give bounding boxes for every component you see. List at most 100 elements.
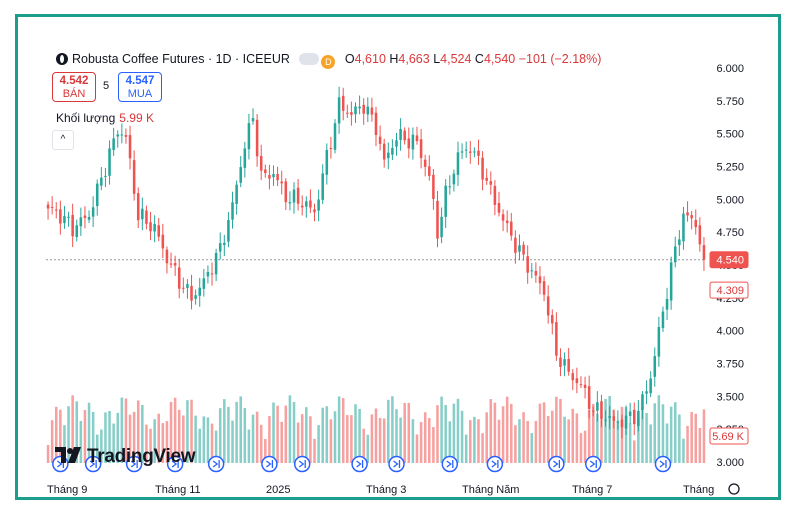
volume-bar — [173, 397, 177, 463]
candle-body — [321, 173, 324, 200]
delayed-data-badge[interactable]: D — [321, 55, 336, 69]
volume-bar — [649, 424, 652, 463]
volume-bar — [280, 421, 283, 463]
candle-body — [59, 209, 62, 224]
candle-body — [415, 135, 419, 142]
volume-bar — [678, 414, 681, 463]
marker-price-tag-label: 4.309 — [716, 285, 744, 297]
volume-bar — [391, 396, 394, 463]
candle-body — [182, 287, 185, 289]
event-arrow-icon — [491, 460, 499, 468]
candle-body — [370, 107, 374, 115]
candle-body — [272, 174, 275, 178]
volume-bar — [305, 407, 308, 463]
candle-body — [169, 263, 173, 265]
volume-bar — [485, 412, 488, 463]
x-tick-label: Tháng Năm — [462, 484, 519, 496]
volume-bar — [116, 412, 120, 463]
candle-body — [555, 322, 558, 356]
volume-bar — [247, 429, 251, 463]
volume-bar — [243, 407, 247, 463]
volume-bar — [198, 428, 201, 463]
volume-bar — [112, 423, 115, 463]
y-tick-label: 5.000 — [716, 194, 744, 206]
candle-body — [456, 152, 460, 175]
volume-bar — [329, 419, 333, 463]
candle-body — [464, 149, 468, 151]
candles — [46, 86, 706, 439]
candle-body — [518, 245, 521, 252]
volume-bar — [288, 395, 292, 463]
candle-body — [563, 359, 566, 366]
candle-body — [673, 246, 677, 263]
candle-body — [177, 267, 181, 289]
volume-bar — [223, 399, 226, 463]
y-tick-label: 4.000 — [716, 326, 744, 338]
candle-body — [235, 184, 238, 204]
buy-button[interactable]: 4.547 MUA — [118, 72, 162, 102]
candle-body — [559, 357, 562, 367]
candle-body — [247, 123, 251, 150]
candle-body — [428, 166, 431, 176]
volume-bar — [534, 420, 538, 463]
volume-bar — [448, 421, 452, 463]
buy-label: MUA — [127, 88, 153, 100]
candle-body — [481, 157, 484, 180]
volume-bar — [567, 419, 570, 463]
volume-bar — [235, 401, 238, 463]
volume-bar — [71, 395, 74, 463]
candle-body — [75, 225, 79, 238]
candle-body — [702, 245, 706, 260]
volume-bar — [399, 417, 402, 463]
candle-body — [202, 278, 206, 289]
event-arrow-icon — [589, 460, 597, 468]
candle-body — [407, 138, 411, 149]
candle-body — [210, 273, 214, 275]
volume-bar — [612, 409, 616, 463]
volume-bar — [370, 414, 374, 463]
candle-body — [378, 136, 382, 144]
candle-body — [620, 419, 624, 428]
volume-tag-box — [709, 427, 749, 445]
x-tick-label: 2025 — [266, 484, 290, 496]
candle-body — [690, 215, 693, 219]
volume-bar — [469, 420, 472, 463]
volume-bar — [587, 409, 591, 463]
candle-body — [292, 189, 296, 203]
event-arrow-icon — [266, 460, 274, 468]
volume-bar — [456, 398, 460, 463]
candle-body — [497, 202, 501, 213]
symbol-title: Robusta Coffee Futures · 1D · ICEEUR — [72, 52, 290, 66]
candle-body — [436, 200, 439, 239]
volume-bar — [317, 425, 320, 463]
sell-button[interactable]: 4.542 BÁN — [52, 72, 96, 102]
x-axis-ticks: Tháng 9 Tháng 11 2025 Tháng 3 Tháng Năm Tháng… — [47, 483, 740, 496]
candle-body — [141, 208, 144, 220]
candle-body — [136, 193, 140, 221]
volume-bar — [239, 396, 242, 463]
tradingview-logo[interactable]: TradingView — [55, 446, 196, 468]
volume-bar — [514, 425, 517, 463]
volume-bar — [108, 410, 111, 463]
candle-body — [608, 415, 611, 419]
candle-body — [67, 216, 70, 218]
volume-bar — [218, 408, 222, 463]
volume-bar — [255, 411, 259, 463]
candle-body — [571, 373, 575, 381]
candle-body — [440, 216, 443, 238]
candle-body — [612, 416, 616, 421]
volume-bar — [624, 407, 628, 463]
y-tick-label: 4.750 — [716, 227, 744, 239]
volume-bar — [591, 403, 595, 463]
volume-bar — [296, 422, 300, 463]
event-markers — [52, 455, 672, 473]
candle-body — [124, 135, 128, 137]
x-tick-label: Tháng — [683, 484, 714, 496]
volume-label: Khối lượng — [56, 111, 116, 125]
eye-icon[interactable] — [299, 53, 320, 65]
volume-bar — [616, 420, 620, 463]
volume-bar — [493, 402, 497, 463]
collapse-legend-button[interactable]: ^ — [52, 130, 74, 150]
candle-body — [112, 138, 115, 151]
